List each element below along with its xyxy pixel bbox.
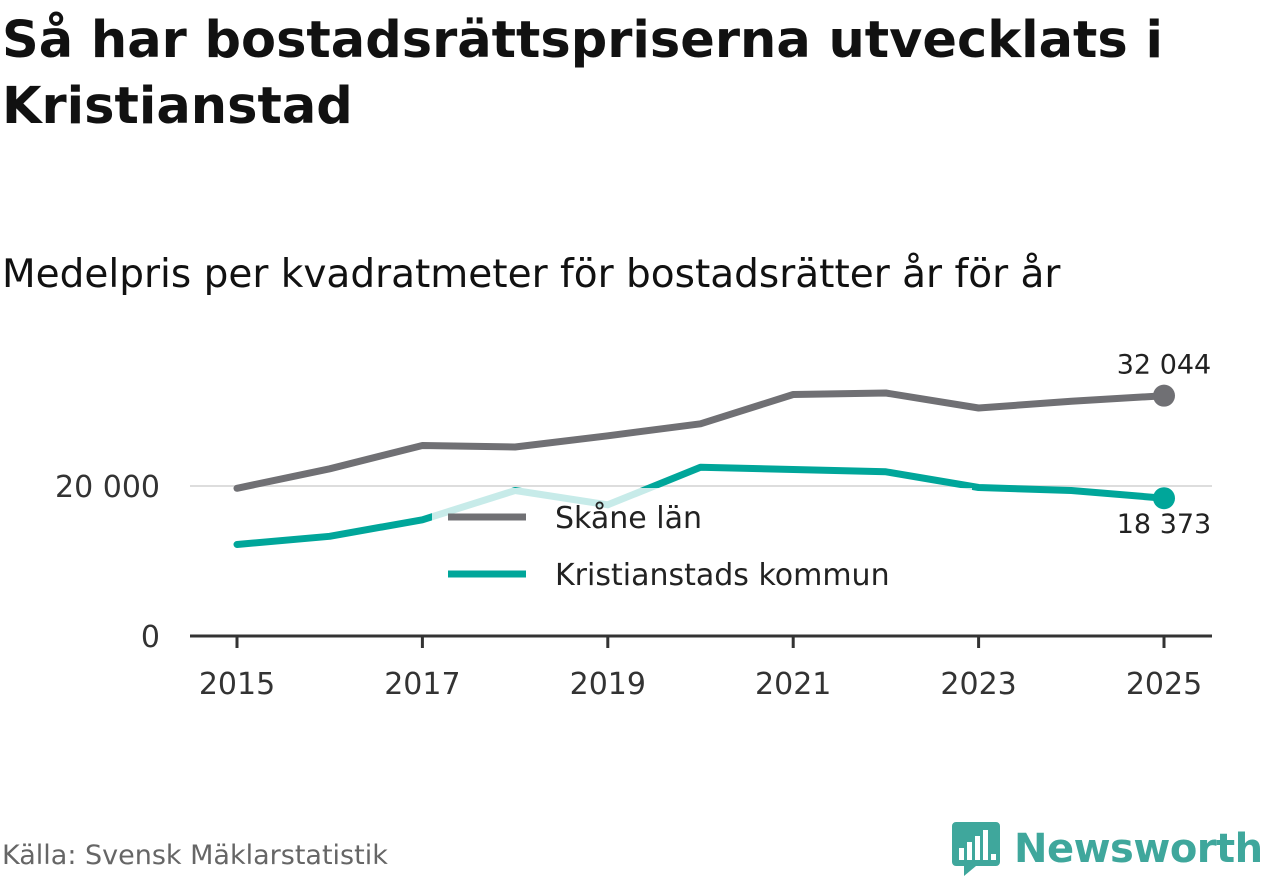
legend: Skåne län Kristianstads kommun [432, 488, 972, 600]
y-tick-label: 20 000 [55, 470, 160, 505]
x-tick-label: 2015 [199, 667, 275, 702]
y-tick-label: 0 [141, 620, 160, 655]
end-point [1153, 384, 1175, 407]
x-axis: 2015 2017 2019 2021 2023 2025 [190, 634, 1212, 702]
line-chart: 0 20 000 2015 2017 2019 2021 2023 2025 Skåne l… [55, 350, 1212, 702]
x-tick-label: 2019 [570, 667, 646, 702]
chart-subtitle: Medelpris per kvadratmeter för bostadsrä… [2, 252, 1061, 297]
source-note: Källa: Svensk Mäklarstatistik [2, 840, 388, 871]
chart-title: Så har bostadsrättspriserna utvecklats i… [2, 11, 1164, 136]
end-labels: 32 044 18 373 [1117, 350, 1211, 541]
legend-background [432, 488, 972, 600]
x-tick-label: 2025 [1126, 667, 1202, 702]
brand-name: Newsworthy [1014, 826, 1262, 872]
x-tick-label: 2017 [384, 667, 460, 702]
newsworthy-icon [952, 822, 1000, 876]
end-label-skane-lan: 32 044 [1117, 350, 1211, 381]
x-tick-label: 2021 [755, 667, 831, 702]
series-line-kristianstads-kommun [233, 463, 1168, 548]
x-tick-label: 2023 [940, 667, 1016, 702]
legend-label: Skåne län [555, 501, 702, 536]
end-label-kristianstads-kommun: 18 373 [1117, 509, 1211, 540]
series-line-skane-lan [233, 389, 1168, 492]
legend-label: Kristianstads kommun [555, 558, 890, 593]
series-lines [233, 384, 1175, 548]
newsworthy-logo: Newsworthy [950, 818, 1262, 880]
end-point [1153, 487, 1175, 510]
y-axis-ticks: 0 20 000 [55, 470, 160, 655]
